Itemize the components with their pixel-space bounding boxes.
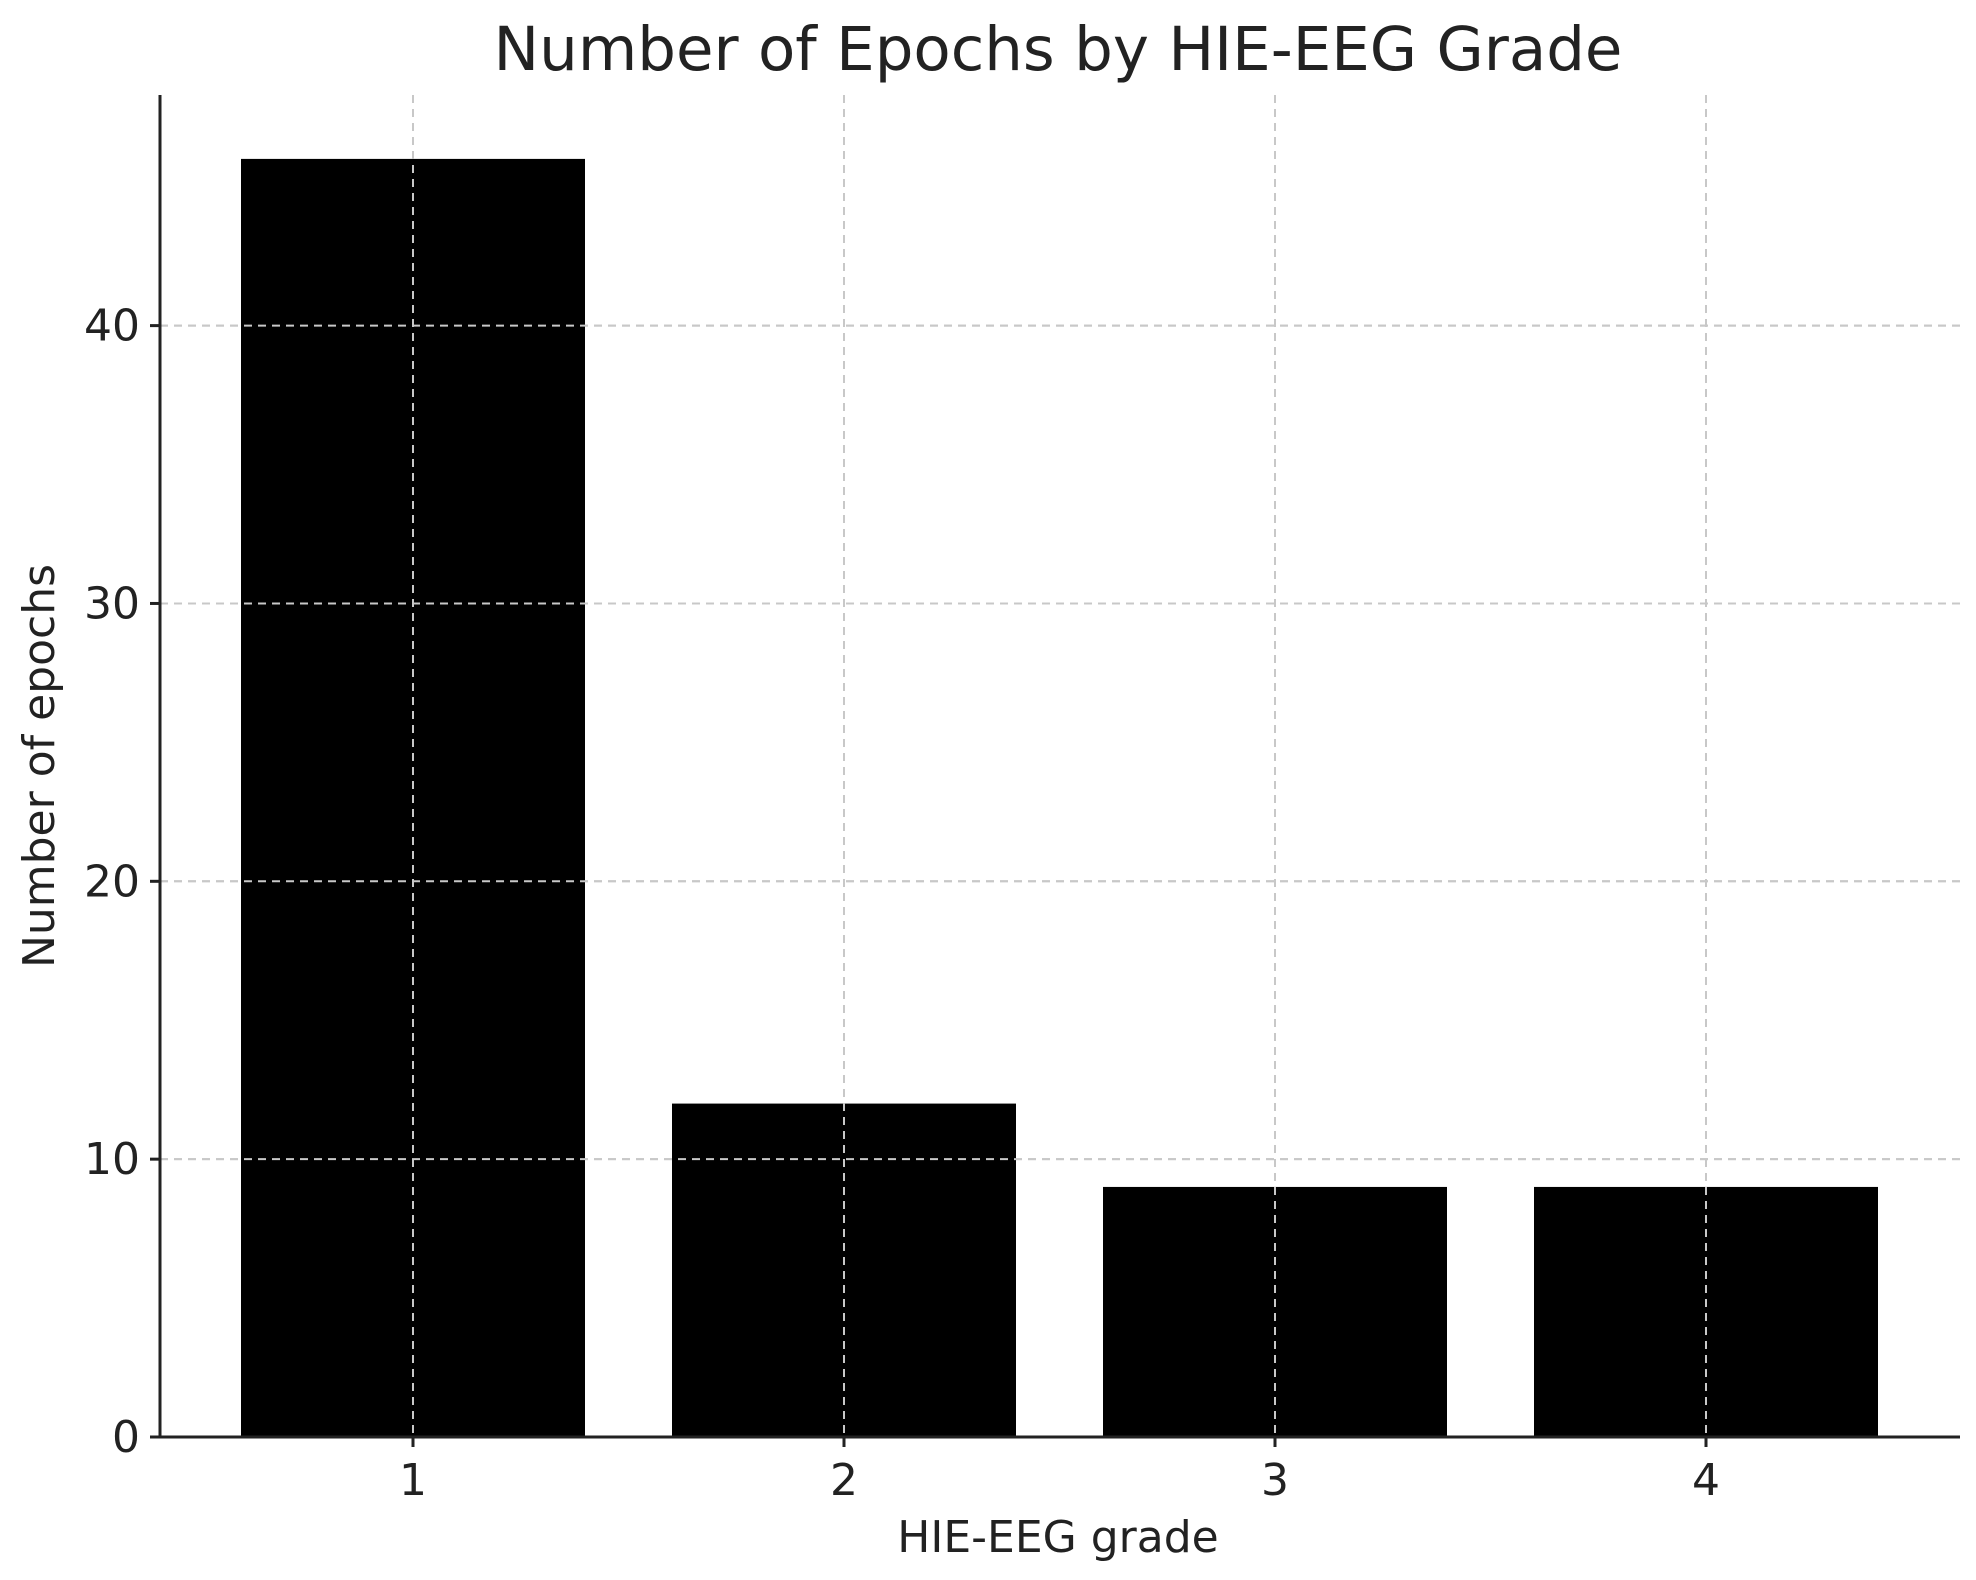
x-tick-label: 2 [830,1455,858,1506]
bar [1103,1186,1447,1437]
x-axis-label: HIE-EEG grade [897,1512,1218,1563]
vertical-grid-overlay [160,95,1960,1437]
y-axis-label: Number of epochs [14,564,65,968]
x-tick-label: 4 [1692,1455,1720,1506]
y-tick-label: 0 [112,1412,140,1463]
y-tick-label: 40 [84,301,140,352]
y-ticks: 0 10 20 30 40 [84,301,160,1463]
bars [241,158,1878,1437]
y-tick-label: 20 [84,856,140,907]
x-ticks: 1 2 3 4 [399,1437,1720,1506]
y-tick-label: 10 [84,1134,140,1185]
axes [158,95,1960,1439]
x-tick-label: 1 [399,1455,427,1506]
x-tick-label: 3 [1261,1455,1289,1506]
chart-title: Number of Epochs by HIE-EEG Grade [494,14,1623,85]
bar [1534,1186,1878,1437]
y-tick-label: 30 [84,578,140,629]
